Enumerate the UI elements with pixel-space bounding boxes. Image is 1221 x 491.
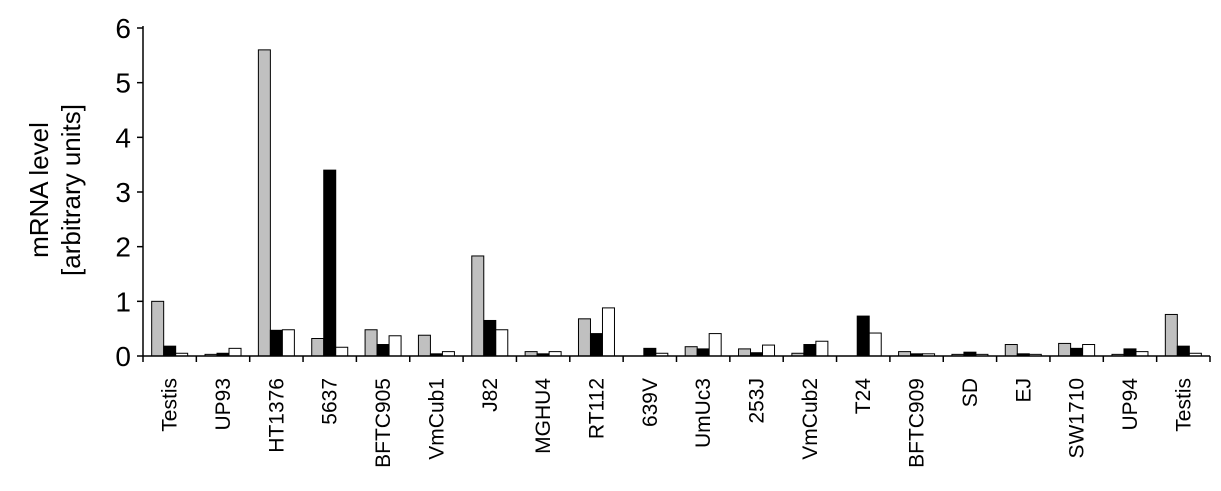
bar-series-3-bftc905: [388, 335, 402, 357]
y-tick-label: 0: [115, 341, 131, 372]
x-tick-label: J82: [479, 378, 502, 412]
x-tick-label: SD: [959, 378, 982, 407]
x-tick-label: 639V: [639, 378, 662, 427]
bar-series-3-ht1376: [281, 329, 295, 357]
y-tick-label: 6: [115, 13, 131, 44]
bar-series-1-5637: [311, 338, 325, 357]
x-tick-label: Testis: [159, 378, 182, 432]
bar-series-3-rt112: [601, 307, 615, 357]
bar-series-2-5637: [323, 169, 337, 357]
bar-series-1-vmcub1: [417, 334, 431, 357]
bar-series-3-sw1710: [1082, 344, 1096, 357]
bars: [151, 49, 1202, 357]
bar-series-1-testis: [151, 300, 165, 357]
bar-series-2-umuc3: [696, 348, 710, 357]
bar-series-2-testis: [1176, 345, 1190, 357]
bar-series-1-sw1710: [1058, 342, 1072, 357]
y-tick-label: 2: [115, 232, 131, 263]
x-tick-label: T24: [852, 378, 875, 415]
bar-series-1-bftc905: [364, 329, 378, 357]
bar-series-2-vmcub2: [803, 344, 817, 357]
bar-series-3-j82: [495, 329, 509, 357]
x-tick-label: SW1710: [1066, 378, 1089, 459]
bar-series-1-rt112: [577, 318, 591, 357]
bar-series-1-testis: [1164, 313, 1178, 357]
y-axis-label-line-1: mRNA level: [24, 122, 54, 258]
x-tick-label: RT112: [585, 378, 608, 439]
bar-series-3-253j: [762, 344, 776, 357]
y-tick-label: 5: [115, 68, 131, 99]
y-tick-label: 1: [115, 286, 131, 317]
x-tick-label: BFTC909: [906, 378, 929, 468]
y-axis-ticks: 0 1 2 3 4 5 6: [115, 13, 143, 372]
y-tick-label: 4: [115, 122, 131, 153]
bar-series-2-testis: [163, 345, 177, 357]
x-axis-tick-labels: Testis UP93 HT1376 5637 BFTC905 VmCub1 J82 MGHU…: [159, 378, 1196, 468]
bar-series-2-j82: [483, 319, 497, 357]
bar-series-2-up94: [1123, 348, 1137, 357]
x-tick-label: 253J: [746, 378, 769, 424]
bar-series-3-vmcub2: [815, 340, 829, 357]
x-tick-label: MGHU4: [532, 378, 555, 454]
bar-series-3-t24: [868, 332, 882, 357]
bar-series-1-j82: [471, 255, 485, 357]
x-tick-label: VmCub1: [425, 378, 448, 460]
bar-series-3-5637: [335, 346, 349, 357]
x-tick-label: 5637: [319, 378, 342, 425]
x-tick-label: UP94: [1119, 378, 1142, 431]
bar-series-2-rt112: [589, 333, 603, 357]
x-tick-label: Testis: [1172, 378, 1195, 432]
x-tick-label: BFTC905: [372, 378, 395, 468]
bar-series-2-sw1710: [1070, 347, 1084, 357]
bar-series-1-ej: [1004, 344, 1018, 357]
bar-series-1-253j: [738, 348, 752, 357]
x-tick-label: UmUc3: [692, 378, 715, 448]
x-tick-label: UP93: [212, 378, 235, 431]
bar-series-1-ht1376: [257, 49, 271, 357]
y-tick-label: 3: [115, 177, 131, 208]
y-axis-label: mRNA level [arbitrary units]: [24, 104, 86, 276]
bar-series-3-umuc3: [708, 333, 722, 357]
axes: [142, 26, 1211, 362]
x-tick-label: VmCub2: [799, 378, 822, 460]
bar-series-2-ht1376: [269, 329, 283, 357]
bar-series-3-up93: [228, 347, 242, 357]
bar-series-2-639v: [643, 347, 657, 357]
x-tick-label: EJ: [1012, 378, 1035, 403]
bar-series-1-umuc3: [684, 346, 698, 357]
bar-series-2-bftc905: [376, 344, 390, 357]
y-axis-label-line-2: [arbitrary units]: [56, 104, 86, 276]
x-tick-label: HT1376: [265, 378, 288, 453]
bar-series-2-t24: [856, 315, 870, 357]
